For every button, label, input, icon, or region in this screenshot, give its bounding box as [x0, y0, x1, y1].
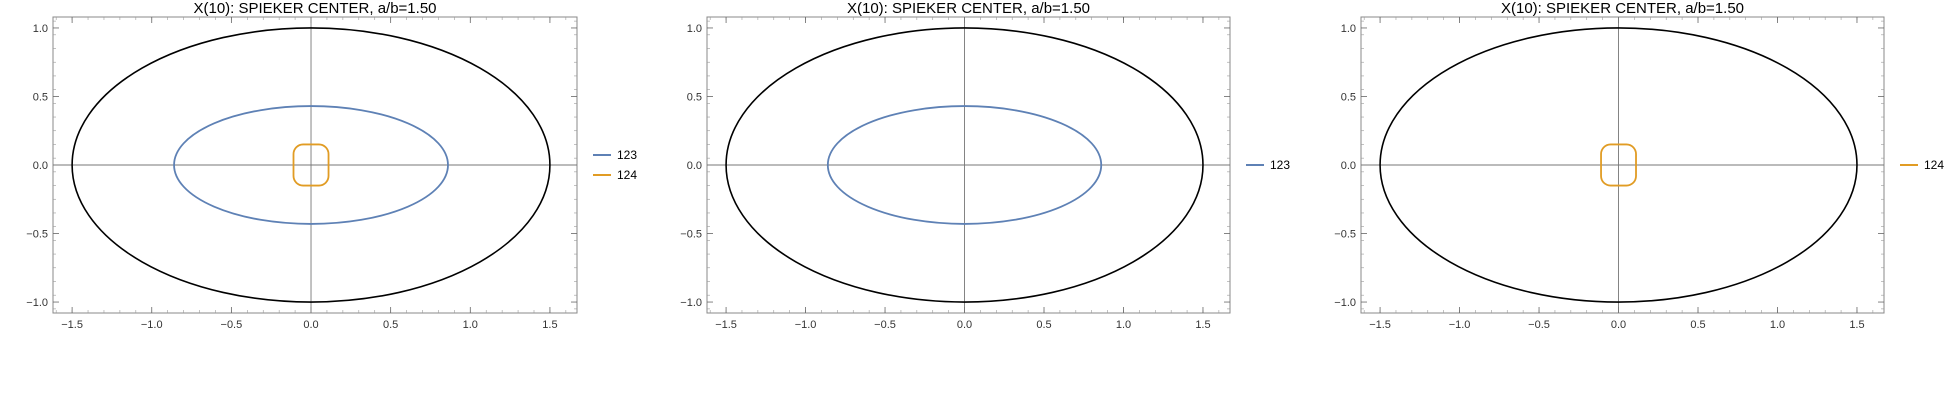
x-tick-label: 1.0 [1770, 319, 1785, 331]
y-tick-label: 0.5 [33, 91, 48, 103]
y-tick-label: 0.0 [1341, 160, 1356, 172]
x-tick-label: −0.5 [874, 319, 896, 331]
x-tick-label: −0.5 [221, 319, 243, 331]
x-tick-label: 1.0 [1116, 319, 1131, 331]
outer-ellipse [71, 27, 551, 303]
chart-title: X(10): SPIEKER CENTER, a/b=1.50 [193, 0, 436, 17]
y-tick-label: 0.0 [33, 160, 48, 172]
x-tick-label: 0.0 [1611, 319, 1626, 331]
legend: 124 [1900, 158, 1944, 172]
series-123-curve [173, 105, 449, 225]
series-124-curve [292, 143, 330, 187]
y-tick-label: 0.5 [687, 91, 702, 103]
x-tick-label: 0.5 [383, 319, 398, 331]
legend-label-124: 124 [617, 168, 637, 182]
x-tick-label: 1.0 [463, 319, 478, 331]
y-tick-label: 0.5 [1341, 91, 1356, 103]
x-tick-label: −1.5 [1369, 319, 1391, 331]
y-tick-label: 0.0 [687, 160, 702, 172]
series-123-curve [826, 105, 1103, 225]
y-tick-label: 1.0 [1341, 23, 1356, 35]
x-tick-label: 0.0 [303, 319, 318, 331]
legend-label-124: 124 [1924, 158, 1944, 172]
series-124-curve [1600, 143, 1637, 187]
x-tick-label: −1.0 [795, 319, 817, 331]
x-tick-label: −1.5 [61, 319, 83, 331]
legend: 123 [1246, 158, 1290, 172]
x-tick-label: 0.5 [1690, 319, 1705, 331]
x-tick-label: −1.0 [1449, 319, 1471, 331]
x-tick-label: 1.5 [542, 319, 557, 331]
minor-ticks [1361, 17, 1884, 313]
legend-label-123: 123 [1270, 158, 1290, 172]
outer-ellipse [1379, 27, 1858, 303]
x-tick-label: 1.5 [1195, 319, 1210, 331]
chart-panel-2: −1.5 −1.0 −0.5 0.0 0.5 1.0 1.5 −1.0 −0.5 0.0 0.5 1.… [680, 0, 1290, 331]
chart-panel-1: −1.5 −1.0 −0.5 0.0 0.5 1.0 1.5 −1.0 −0.5 0.0 0.5 1.… [26, 0, 637, 331]
x-tick-label: −1.0 [141, 319, 163, 331]
chart-title: X(10): SPIEKER CENTER, a/b=1.50 [1501, 0, 1744, 17]
y-tick-label: −1.0 [26, 297, 48, 309]
x-tick-label: 0.5 [1036, 319, 1051, 331]
y-tick-label: 1.0 [687, 23, 702, 35]
x-tick-label: −1.5 [715, 319, 737, 331]
y-tick-label: −0.5 [26, 229, 48, 241]
x-tick-label: 1.5 [1849, 319, 1864, 331]
x-tick-label: −0.5 [1528, 319, 1550, 331]
y-tick-label: −1.0 [1334, 297, 1356, 309]
x-tick-label: 0.0 [957, 319, 972, 331]
chart-title: X(10): SPIEKER CENTER, a/b=1.50 [847, 0, 1090, 17]
y-tick-label: 1.0 [33, 23, 48, 35]
minor-ticks [53, 17, 577, 313]
chart-panel-3: −1.5 −1.0 −0.5 0.0 0.5 1.0 1.5 −1.0 −0.5 0.0 0.5 1.… [1334, 0, 1944, 331]
y-tick-label: −1.0 [680, 297, 702, 309]
legend-label-123: 123 [617, 148, 637, 162]
y-tick-label: −0.5 [1334, 229, 1356, 241]
outer-ellipse [725, 27, 1204, 303]
y-tick-label: −0.5 [680, 229, 702, 241]
